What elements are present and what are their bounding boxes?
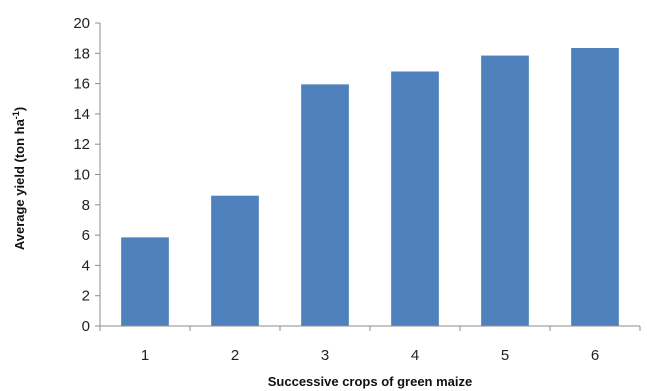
x-tick-label: 1 (141, 347, 149, 364)
y-axis-title: Average yield (ton ha-1) (11, 107, 27, 250)
y-axis-title-main: Average yield (ton ha (12, 118, 27, 250)
bar-6 (571, 47, 619, 327)
bar-2 (211, 195, 259, 326)
y-axis-ticks: 0 2 4 6 8 10 12 14 16 18 20 (73, 15, 100, 335)
y-tick-label: 18 (73, 45, 90, 62)
y-tick-label: 0 (82, 318, 90, 335)
x-tick-label: 6 (591, 347, 599, 364)
bar-5 (481, 55, 529, 326)
y-tick-label: 4 (82, 257, 90, 274)
y-tick-label: 6 (82, 227, 90, 244)
y-tick-label: 2 (82, 288, 90, 305)
bars (121, 47, 619, 327)
y-tick-label: 20 (73, 15, 90, 32)
y-tick-label: 8 (82, 197, 90, 214)
y-axis-title-close: ) (12, 107, 27, 111)
x-tick-label: 2 (231, 347, 239, 364)
bar-3 (301, 84, 349, 326)
x-axis-ticks: 1 2 3 4 5 6 (99, 326, 641, 364)
bar-4 (391, 71, 439, 326)
bar-1 (121, 237, 169, 326)
y-tick-label: 10 (73, 167, 90, 184)
x-tick-label: 4 (411, 347, 419, 364)
y-tick-label: 14 (73, 106, 90, 123)
y-axis-title-superscript: -1 (11, 111, 21, 119)
x-axis-title: Successive crops of green maize (268, 374, 472, 389)
y-tick-label: 12 (73, 136, 90, 153)
x-tick-label: 5 (501, 347, 509, 364)
y-tick-label: 16 (73, 76, 90, 93)
x-tick-label: 3 (321, 347, 329, 364)
